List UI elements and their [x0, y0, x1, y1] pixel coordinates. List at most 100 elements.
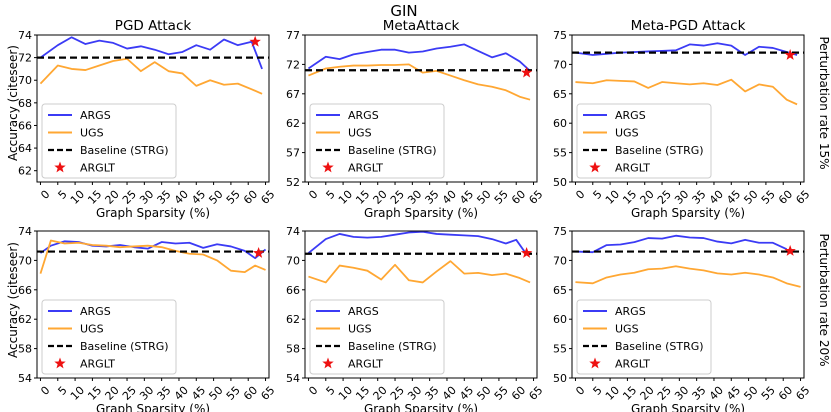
- x-tick-label: 40: [440, 384, 459, 403]
- legend-frame: [41, 299, 177, 375]
- x-tick-label: 10: [68, 384, 87, 403]
- legend-label: Baseline (STRG): [615, 340, 704, 353]
- legend-arglt-star-icon: [322, 357, 334, 369]
- x-tick-label: 30: [137, 188, 156, 207]
- legend: ARGS UGS Baseline (STRG) ARGLT: [41, 103, 177, 179]
- x-tick-label: 20: [638, 188, 657, 207]
- legend: ARGS UGS Baseline (STRG) ARGLT: [576, 103, 712, 179]
- y-tick-label: 74: [18, 225, 32, 238]
- axes-frame: [304, 34, 538, 183]
- x-tick-label: 50: [474, 384, 493, 403]
- x-tick-label: 15: [620, 384, 639, 403]
- x-tick-label: 50: [741, 384, 760, 403]
- y-tick-label: 65: [553, 284, 567, 297]
- ugs-series-line: [39, 57, 263, 95]
- args-series-line: [39, 240, 267, 260]
- y-tick-label: 72: [18, 52, 32, 65]
- y-tick-label: 62: [18, 313, 32, 326]
- y-tick-label: 58: [286, 343, 300, 356]
- legend-label: ARGLT: [348, 162, 383, 175]
- x-tick-label: 15: [353, 188, 372, 207]
- legend-label: ARGS: [348, 305, 379, 318]
- x-tick-label: 25: [388, 188, 407, 207]
- x-tick-label: 5: [324, 384, 338, 398]
- x-tick-label: 60: [776, 384, 795, 403]
- y-tick-label: 77: [286, 29, 300, 42]
- legend-frame: [309, 299, 445, 375]
- row-label-top: Perturbation rate 15%: [817, 36, 831, 169]
- x-tick-label: 50: [206, 384, 225, 403]
- args-series-line: [575, 42, 798, 56]
- arglt-star-point: [520, 247, 533, 258]
- legend-label: UGS: [348, 127, 372, 140]
- x-tick-label: 0: [38, 384, 52, 398]
- x-tick-label: 65: [258, 188, 277, 207]
- legend-label: ARGS: [348, 109, 379, 122]
- y-tick-label: 60: [553, 313, 567, 326]
- x-tick-label: 50: [206, 188, 225, 207]
- legend: ARGS UGS Baseline (STRG) ARGLT: [309, 299, 445, 375]
- legend-label: UGS: [80, 127, 104, 140]
- y-tick-label: 55: [553, 147, 567, 160]
- arglt-star-point: [784, 48, 796, 60]
- legend: ARGS UGS Baseline (STRG) ARGLT: [576, 299, 712, 375]
- x-tick-label: 35: [155, 384, 174, 403]
- legend-label: ARGLT: [615, 358, 650, 371]
- x-tick-label: 0: [573, 384, 587, 398]
- x-tick-label: 25: [120, 384, 139, 403]
- x-tick-label: 15: [353, 384, 372, 403]
- ugs-series-line: [308, 63, 531, 101]
- x-tick-label: 5: [591, 188, 605, 202]
- chart-title: MetaAttack: [383, 18, 460, 34]
- y-tick-label: 70: [18, 254, 32, 267]
- x-tick-label: 35: [690, 384, 709, 403]
- legend-label: ARGS: [80, 109, 111, 122]
- y-tick-label: 62: [286, 117, 300, 130]
- arglt-star-point: [249, 35, 261, 47]
- x-tick-label: 0: [306, 384, 320, 398]
- legend-label: ARGLT: [80, 358, 115, 371]
- axes-frame: [36, 34, 270, 183]
- x-tick-label: 40: [172, 188, 191, 207]
- y-tick-label: 58: [18, 343, 32, 356]
- arglt-star-point: [520, 66, 533, 78]
- x-tick-label: 20: [371, 188, 390, 207]
- args-series-line: [307, 230, 528, 256]
- x-tick-label: 15: [85, 188, 104, 207]
- y-tick-label: 70: [553, 58, 567, 71]
- legend-label: Baseline (STRG): [80, 144, 169, 157]
- x-tick-label: 60: [776, 188, 795, 207]
- arglt-star-point: [784, 244, 796, 256]
- args-series-line: [575, 234, 788, 254]
- y-tick-label: 70: [286, 254, 300, 267]
- y-tick-label: 66: [286, 284, 300, 297]
- x-tick-label: 55: [759, 188, 778, 207]
- x-tick-label: 65: [793, 384, 812, 403]
- x-axis-label: Graph Sparsity (%): [631, 206, 745, 220]
- legend-label: ARGS: [615, 109, 646, 122]
- axes-frame: [571, 230, 805, 379]
- x-tick-label: 20: [103, 384, 122, 403]
- y-tick-label: 75: [553, 29, 567, 42]
- x-tick-label: 55: [759, 384, 778, 403]
- x-tick-label: 40: [172, 384, 191, 403]
- y-tick-label: 54: [286, 372, 300, 385]
- legend: ARGS UGS Baseline (STRG) ARGLT: [41, 299, 177, 375]
- x-axis-label: Graph Sparsity (%): [364, 206, 478, 220]
- legend-frame: [576, 299, 712, 375]
- x-tick-label: 60: [509, 384, 528, 403]
- legend-arglt-star-icon: [322, 161, 334, 173]
- x-tick-label: 15: [85, 384, 104, 403]
- x-tick-label: 25: [655, 384, 674, 403]
- x-tick-label: 40: [707, 188, 726, 207]
- y-tick-label: 52: [286, 176, 300, 189]
- x-tick-label: 65: [526, 384, 545, 403]
- args-series-line: [39, 36, 263, 70]
- x-tick-label: 35: [423, 188, 442, 207]
- legend-frame: [576, 103, 712, 179]
- x-tick-label: 25: [120, 188, 139, 207]
